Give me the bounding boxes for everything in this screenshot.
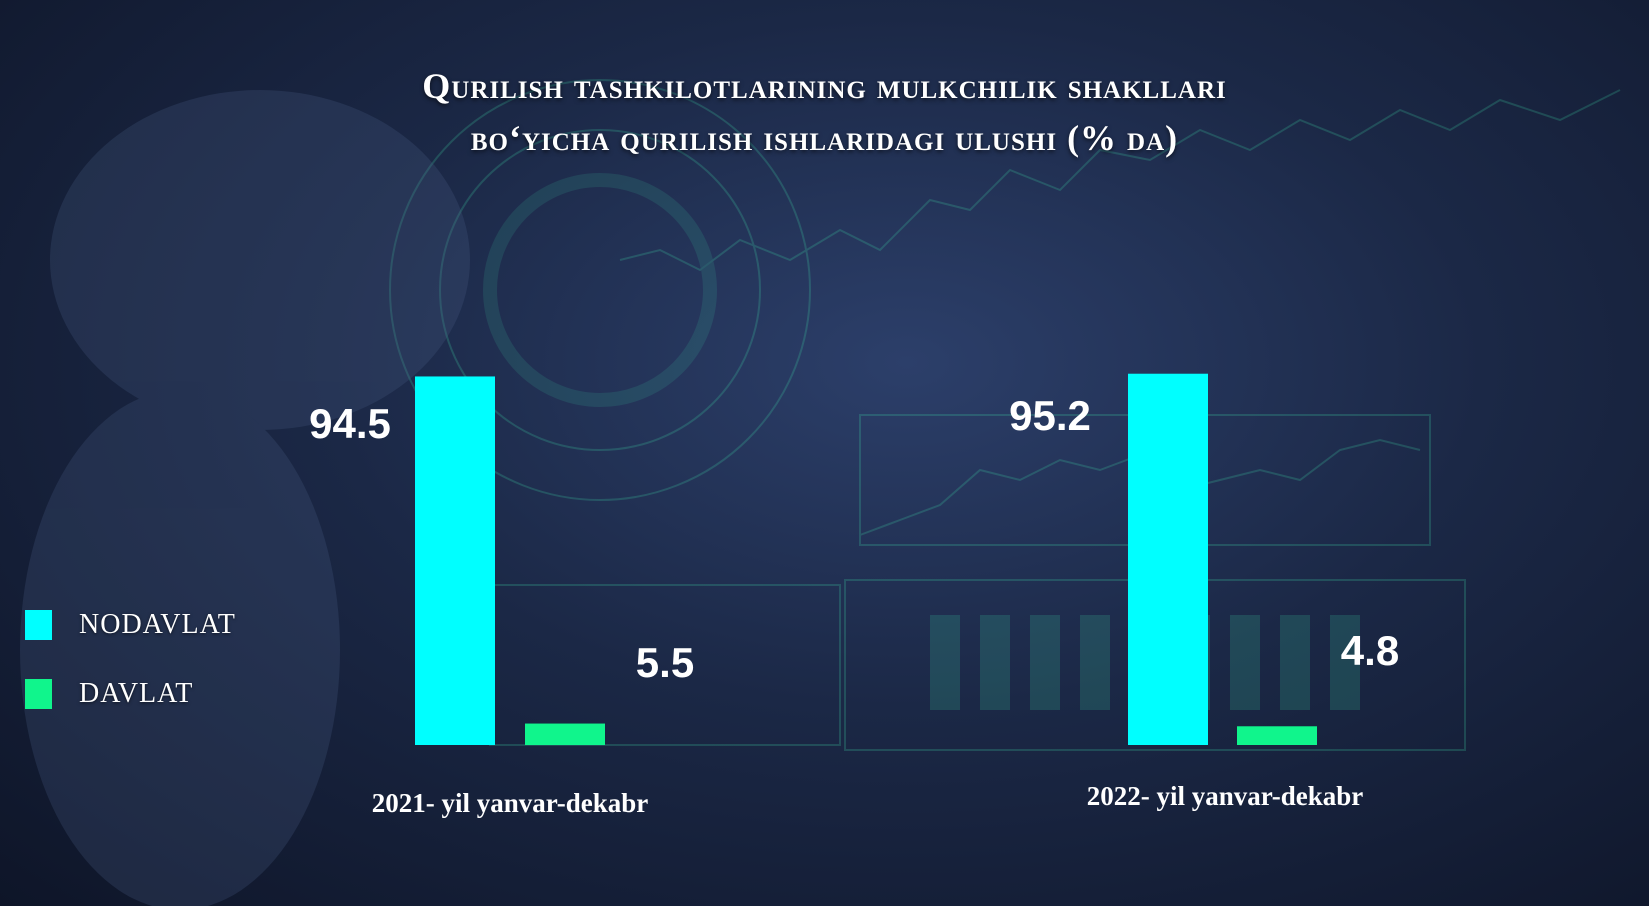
chart-title: Qurilish tashkilotlarining mulkchilik sh…: [0, 60, 1649, 164]
data-label-nodavlat-2: 95.2: [1009, 392, 1091, 439]
bar-nodavlat-2: [1128, 373, 1208, 745]
data-label-nodavlat-1: 94.5: [309, 400, 391, 447]
bar-nodavlat-1: [415, 376, 495, 745]
chart-title-line-1: Qurilish tashkilotlarining mulkchilik sh…: [422, 66, 1227, 106]
legend-item-davlat: DAVLAT: [25, 677, 236, 711]
data-label-davlat-1: 5.5: [636, 639, 694, 686]
legend-label-davlat: DAVLAT: [79, 678, 194, 709]
legend-swatch-davlat: [25, 679, 52, 709]
legend-item-nodavlat: NODAVLAT: [25, 608, 236, 642]
bar-davlat-2: [1237, 726, 1317, 745]
chart-title-line-2: bo‘yicha qurilish ishlaridagi ulushi (% …: [470, 118, 1179, 158]
legend-swatch-nodavlat: [25, 610, 52, 640]
data-label-davlat-2: 4.8: [1341, 627, 1399, 674]
category-label-1: 2021- yil yanvar-dekabr: [372, 788, 649, 818]
bar-davlat-1: [525, 723, 605, 745]
category-label-2: 2022- yil yanvar-dekabr: [1087, 781, 1364, 811]
legend-label-nodavlat: NODAVLAT: [79, 609, 236, 640]
legend: NODAVLAT DAVLAT: [25, 608, 236, 746]
